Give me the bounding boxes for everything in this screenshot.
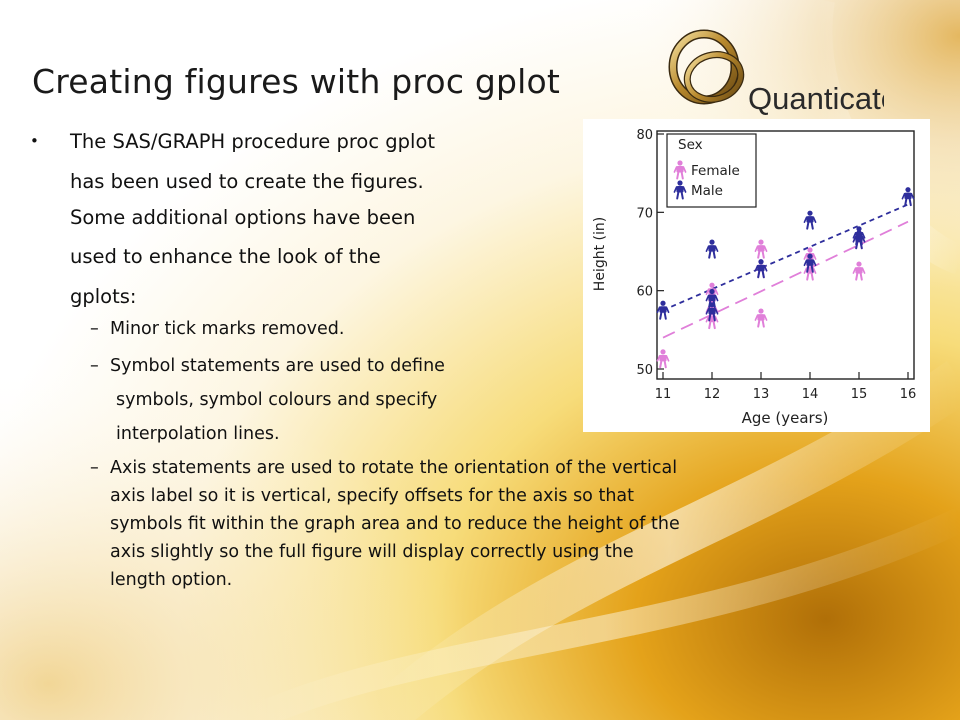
sub-bullet-line: symbols fit within the graph area and to… (110, 514, 680, 534)
x-tick-label: 16 (900, 387, 917, 402)
slide-title: Creating figures with proc gplot (32, 62, 561, 101)
x-axis-label: Age (years) (742, 409, 829, 427)
sub-bullet-line: symbols, symbol colours and specify (116, 390, 438, 410)
female-point (754, 308, 768, 328)
x-tick-label: 12 (704, 387, 721, 402)
bullet-line: The SAS/GRAPH procedure proc gplot (70, 130, 436, 153)
male-point (705, 302, 719, 322)
male-point (803, 253, 817, 273)
y-tick-label: 50 (636, 363, 653, 378)
legend-male-symbol (673, 180, 687, 200)
legend: Sex Female Male (666, 133, 757, 208)
plot-frame (656, 130, 915, 380)
female-point (754, 239, 768, 259)
legend-female-symbol (673, 160, 687, 180)
x-tick-label: 15 (851, 387, 868, 402)
bullet-marker: • (30, 132, 39, 150)
bullet-line: gplots: (70, 285, 137, 308)
female-point (852, 261, 866, 281)
male-point (901, 187, 915, 207)
bullet-line: used to enhance the look of the (70, 245, 381, 268)
dash-marker: – (90, 458, 99, 478)
bullet-line: has been used to create the figures. (70, 170, 424, 193)
dash-marker: – (90, 356, 99, 376)
male-point (705, 288, 719, 308)
company-logo: Quanticate (664, 25, 898, 120)
y-tick-label: 80 (636, 128, 653, 143)
y-tick-label: 70 (636, 206, 653, 221)
legend-entry: Female (691, 163, 740, 179)
scatter-chart: 11 12 13 14 15 16 50 60 70 80 Age (years) Height … (583, 119, 930, 432)
sub-bullet-line: Symbol statements are used to define (110, 356, 445, 376)
legend-entry: Male (691, 183, 723, 199)
bullet-line: Some additional options have been (70, 206, 416, 229)
sub-bullet-line: interpolation lines. (116, 424, 280, 444)
x-tick-label: 11 (655, 387, 672, 402)
sub-bullet-line: Minor tick marks removed. (110, 319, 345, 339)
male-point (803, 210, 817, 230)
male-point (705, 239, 719, 259)
dash-marker: – (90, 319, 99, 339)
x-tick-label: 13 (753, 387, 770, 402)
female-trend-line (662, 220, 909, 339)
sub-bullet-line: Axis statements are used to rotate the o… (110, 458, 678, 478)
x-tick-label: 14 (802, 387, 819, 402)
sub-bullet-line: axis slightly so the full figure will di… (110, 542, 634, 562)
male-point (656, 300, 670, 320)
y-tick-label: 60 (636, 285, 653, 300)
sub-bullet-line: length option. (110, 570, 233, 590)
legend-title: Sex (678, 137, 703, 153)
y-axis-label: Height (in) (592, 217, 608, 291)
logo-text: Quanticate (748, 81, 884, 116)
sub-bullet-line: axis label so it is vertical, specify of… (110, 486, 634, 506)
female-point (656, 349, 670, 369)
male-point (852, 230, 866, 250)
male-point (754, 259, 768, 279)
